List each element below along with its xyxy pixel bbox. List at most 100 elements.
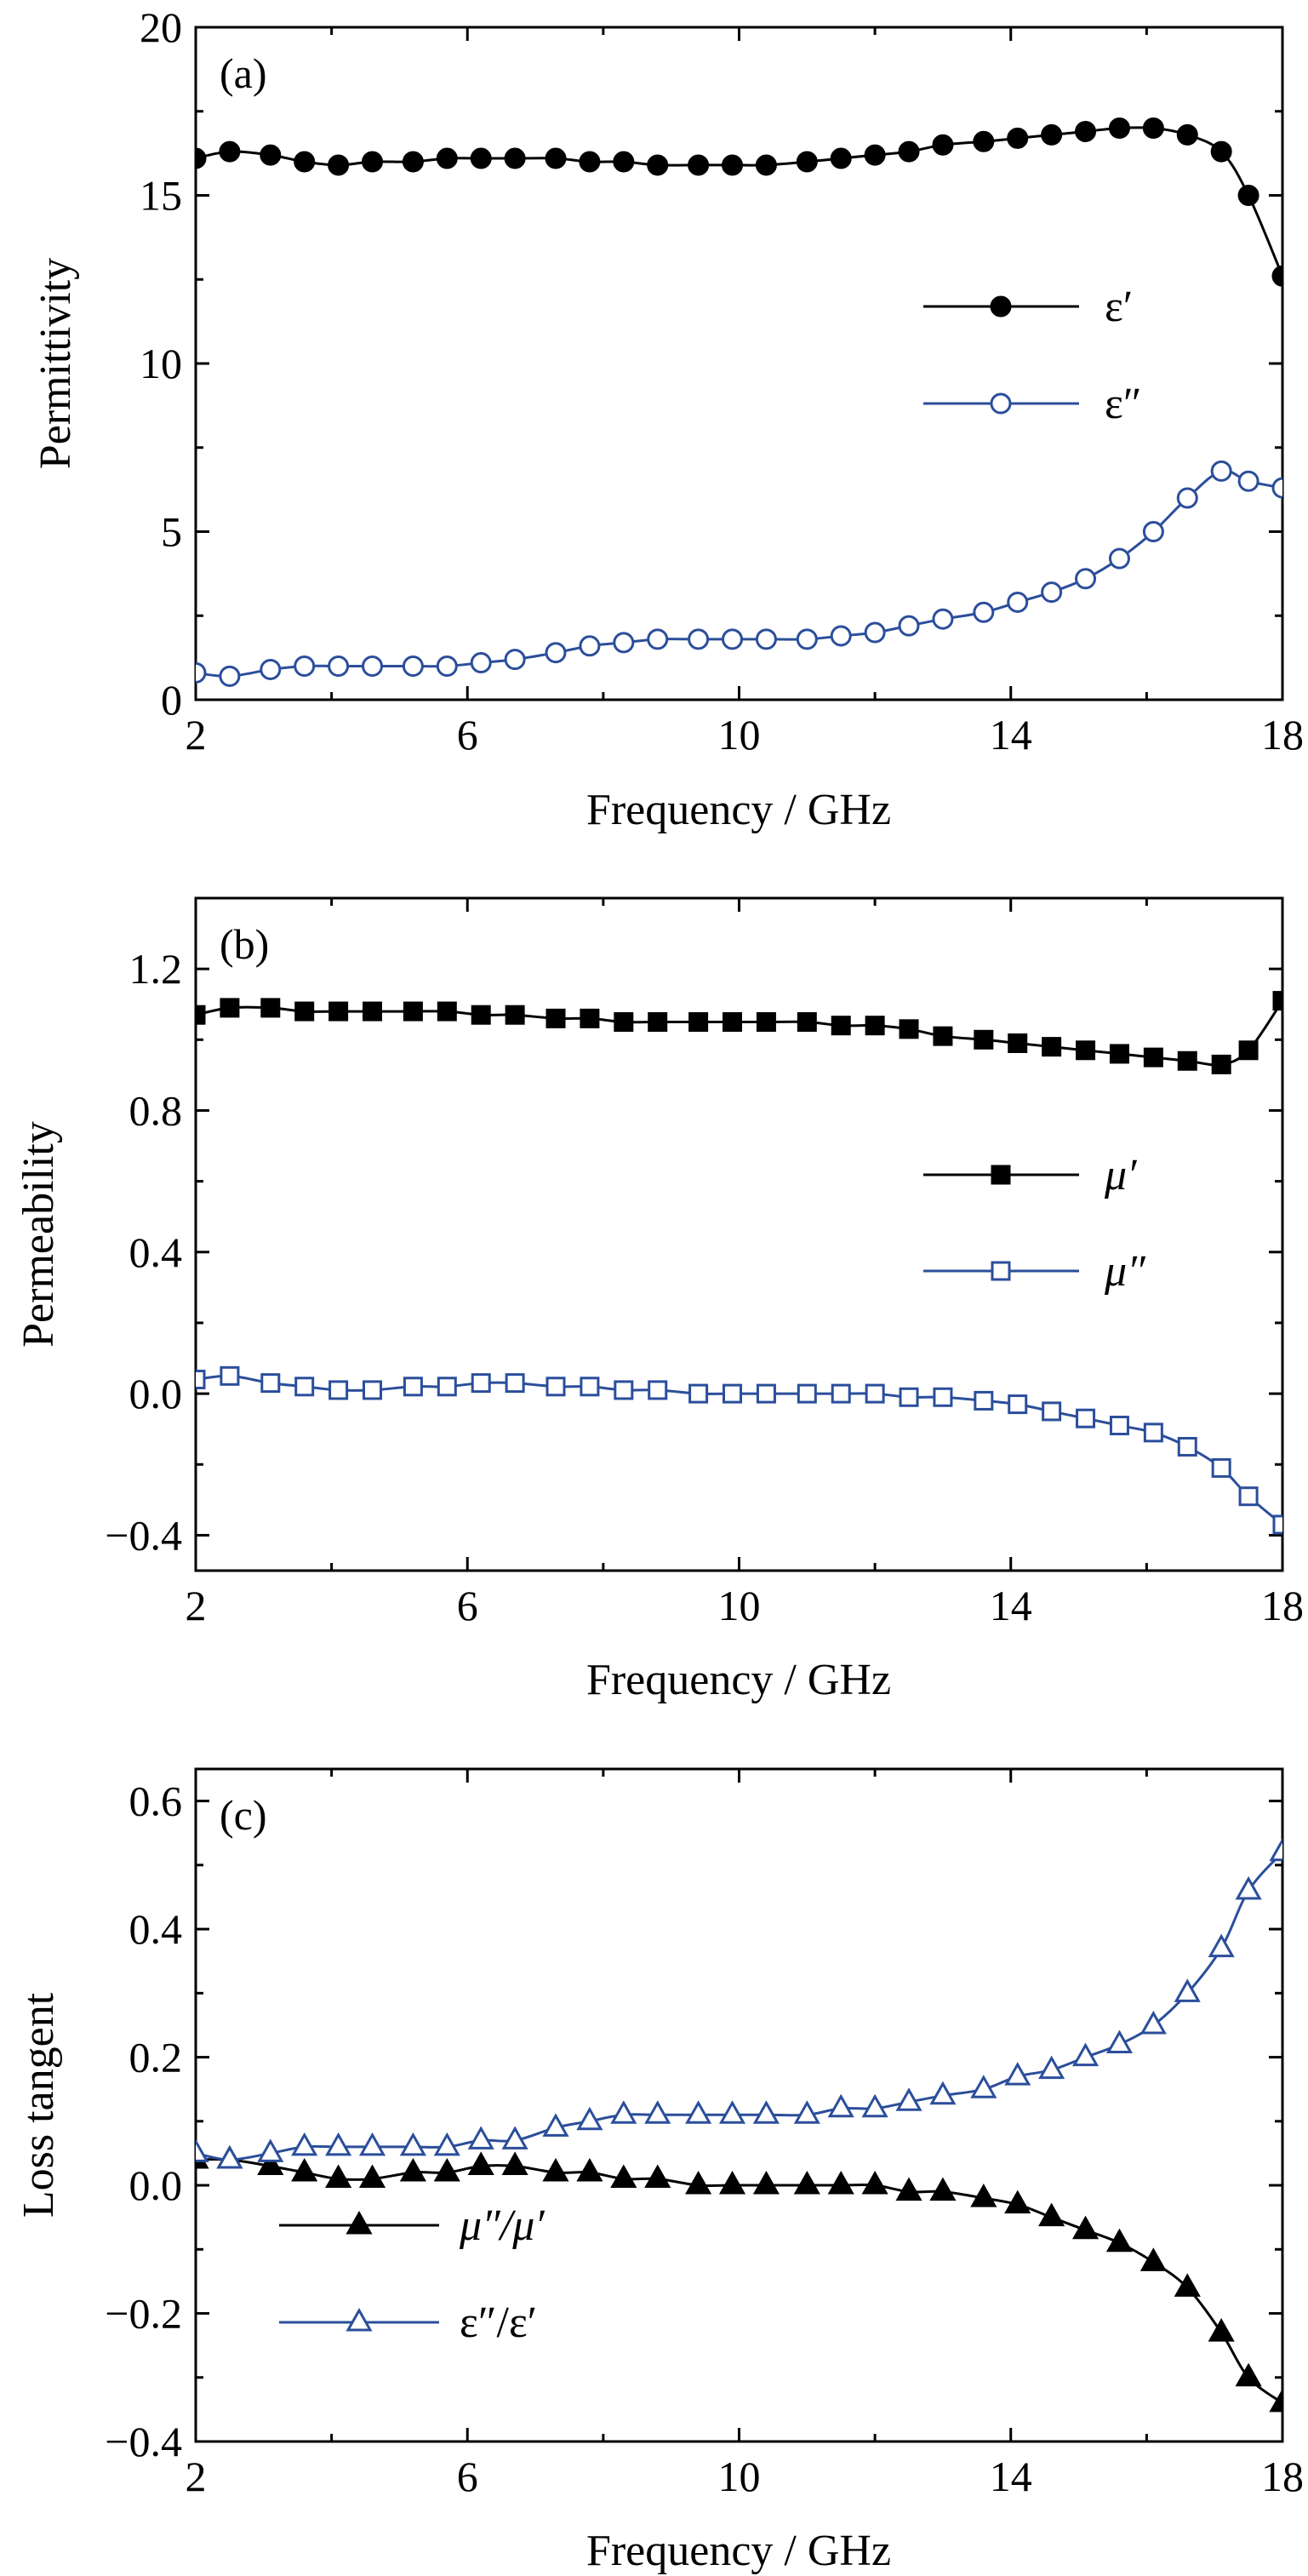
data-point-series-1 [933,1387,953,1407]
data-point-series-1 [196,1369,206,1389]
data-point-series-0 [1176,123,1198,146]
data-point-series-1 [260,1373,281,1394]
data-point-series-1 [505,1373,525,1394]
x-tick-label: 2 [186,711,207,758]
data-point-series-1 [648,1380,668,1400]
data-point-series-0 [471,1005,491,1025]
data-point-series-1 [1208,1933,1235,1958]
y-tick-label: 0.0 [129,2161,183,2209]
data-point-series-0 [1075,120,1097,142]
x-tick-label: 10 [718,711,761,758]
data-point-series-1 [1108,547,1130,570]
data-point-series-1 [1008,1394,1028,1415]
data-point-series-0 [362,151,384,173]
data-point-series-0 [974,1029,994,1050]
y-axis-title: Permittivity [31,258,80,469]
data-point-series-0 [291,2157,318,2182]
data-point-series-1 [580,1377,600,1397]
data-point-series-1 [294,655,316,677]
plot-area [196,117,1282,687]
data-point-series-0 [793,2170,820,2195]
data-point-series-0 [1269,2388,1282,2413]
data-point-series-0 [899,1019,919,1039]
data-point-series-0 [1272,991,1282,1011]
data-point-series-0 [325,2164,352,2189]
data-point-series-0 [933,1026,953,1046]
data-point-series-1 [898,615,920,637]
legend-marker-eps-real [990,295,1012,318]
data-point-series-0 [827,2170,854,2195]
y-tick-label: 0.6 [129,1777,183,1825]
x-tick-label: 14 [990,711,1032,758]
legend-label-mu-imag: μ″ [1104,1247,1146,1296]
data-point-series-0 [576,2157,603,2182]
data-point-series-1 [363,1380,383,1400]
data-point-series-0 [685,2170,712,2195]
data-point-series-1 [1176,487,1198,509]
data-point-series-0 [505,1005,525,1025]
y-tick-label: 5 [161,508,182,556]
data-point-series-0 [260,144,282,166]
y-tick-label: −0.4 [105,2418,182,2465]
data-point-series-1 [1238,1486,1259,1507]
data-point-series-0 [1143,1047,1163,1068]
data-point-series-0 [1142,117,1164,139]
data-point-series-1 [647,628,669,650]
data-point-series-0 [688,1012,709,1033]
x-tick-label: 18 [1261,2453,1304,2500]
data-point-series-1 [294,1377,315,1397]
x-tick-label: 6 [457,2453,478,2500]
data-point-series-1 [1076,1408,1096,1428]
data-point-series-1 [752,2100,780,2124]
data-point-series-1 [328,1380,349,1400]
data-point-series-0 [436,147,458,169]
data-point-series-0 [294,1001,315,1022]
data-point-series-0 [257,2151,284,2175]
data-point-series-0 [545,147,567,169]
data-point-series-1 [1271,477,1282,499]
data-point-series-1 [1142,521,1164,542]
data-point-series-1 [1211,1457,1231,1478]
data-point-series-1 [973,601,995,623]
data-point-series-0 [470,147,492,169]
x-axis-title: Frequency / GHz [586,2527,891,2575]
series-layer [196,117,1282,687]
data-point-series-1 [1140,2010,1167,2035]
data-point-series-1 [756,1383,776,1404]
data-point-series-0 [437,1001,457,1022]
data-point-series-1 [1109,1416,1129,1436]
data-point-series-1 [260,658,282,680]
legend-label-eps-ratio: ε″/ε′ [460,2298,537,2347]
data-point-series-1 [542,2113,569,2137]
x-tick-label: 2 [186,1582,207,1629]
data-point-series-1 [1071,2042,1100,2067]
data-point-series-0 [1071,2215,1100,2240]
data-point-series-0 [402,151,424,173]
y-tick-label: 10 [140,340,182,387]
series-line-0 [196,126,1282,277]
x-tick-label: 14 [990,1582,1032,1629]
data-point-series-1 [216,2144,243,2169]
data-point-series-1 [576,2106,603,2131]
x-tick-label: 18 [1261,711,1304,758]
y-tick-label: 20 [140,3,182,51]
data-point-series-1 [755,628,777,650]
data-point-series-0 [1271,265,1282,287]
data-point-series-0 [755,154,777,176]
data-point-series-0 [797,1012,817,1033]
data-point-series-1 [545,1377,566,1397]
data-point-series-1 [436,655,458,677]
data-point-series-1 [1272,1514,1282,1535]
y-tick-label: −0.4 [105,1511,182,1559]
data-point-series-0 [1004,2190,1031,2214]
legend-marker-mu-real [991,1165,1011,1185]
data-point-series-1 [196,661,207,684]
data-point-series-0 [328,154,350,176]
plot-area [196,1837,1282,2413]
data-point-series-1 [970,2075,997,2098]
legend-label-eps-imag: ε″ [1105,380,1142,428]
data-point-series-0 [688,154,710,176]
data-point-series-0 [1238,1040,1259,1061]
data-point-series-0 [1208,2318,1235,2342]
x-tick-label: 14 [990,2453,1032,2500]
